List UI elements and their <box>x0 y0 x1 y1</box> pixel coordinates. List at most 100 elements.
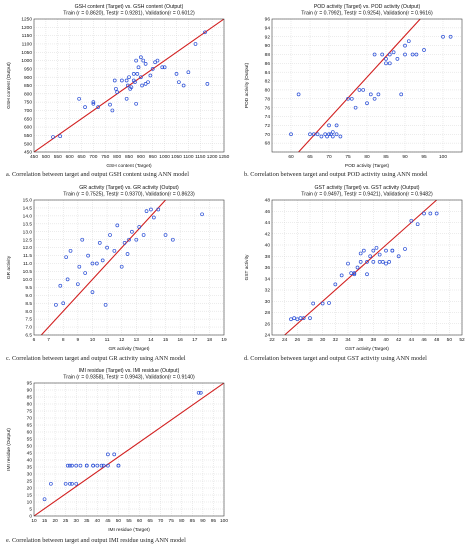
data-point <box>115 90 119 95</box>
data-point <box>387 260 392 264</box>
x-tick-label: 15 <box>42 518 48 524</box>
data-point <box>295 317 300 322</box>
y-tick-label: 13.5 <box>23 221 33 227</box>
data-point <box>112 452 117 457</box>
data-point <box>371 260 376 264</box>
caption-c: c. Correlation between target and output… <box>6 355 186 362</box>
chart-e: 10 15 20 25 30 35 40 45 50 55 60 65 70 75 80 85 90 95 1000… <box>6 368 228 533</box>
data-point <box>368 92 373 97</box>
x-tick-label: 14 <box>148 337 154 343</box>
y-tick-label: 15.0 <box>23 198 33 204</box>
data-point <box>365 101 369 106</box>
x-tick-label: 1250 <box>219 154 230 160</box>
data-point <box>177 80 181 85</box>
data-point <box>365 272 369 277</box>
scatter-points <box>54 207 204 307</box>
data-point <box>110 108 115 113</box>
data-point <box>414 52 419 57</box>
data-point <box>372 96 377 101</box>
data-point <box>42 497 47 502</box>
data-point <box>311 301 316 306</box>
y-tick-label: 1250 <box>21 17 32 23</box>
data-point <box>374 245 379 250</box>
data-point <box>387 61 392 66</box>
data-point <box>162 65 167 70</box>
x-tick-label: 22 <box>269 337 275 343</box>
y-tick-label: 35 <box>27 465 33 471</box>
y-tick-label: 46 <box>265 209 271 215</box>
chart-panel-d: 22 24 26 28 30 32 34 36 38 40 42 44 46 48 50 52 24 26 28 30… <box>242 183 468 353</box>
y-tick-label: 26 <box>265 321 271 327</box>
data-point <box>103 302 108 307</box>
data-point <box>91 101 96 106</box>
x-tick-label: 1100 <box>183 154 194 160</box>
x-tick-label: 46 <box>421 337 427 343</box>
y-tick-label: 45 <box>27 451 33 457</box>
data-point <box>58 283 63 288</box>
x-tick-label: 100 <box>220 518 228 524</box>
data-point <box>422 211 426 216</box>
x-tick-label: 52 <box>459 337 465 343</box>
data-point <box>325 134 329 139</box>
x-tick-label: 50 <box>116 518 122 524</box>
y-tick-label: 88 <box>265 52 271 58</box>
y-tick-label: 84 <box>265 70 271 76</box>
y-tick-label: 550 <box>24 133 32 139</box>
y-tick-label: 70 <box>265 132 271 138</box>
data-point <box>141 233 146 237</box>
x-tick-label: 85 <box>190 518 196 524</box>
data-point <box>114 86 118 91</box>
y-tick-label: 55 <box>27 437 33 443</box>
x-tick-label: 11 <box>105 337 110 343</box>
x-tick-label: 40 <box>383 337 389 343</box>
fit-line <box>40 200 166 335</box>
data-point <box>94 261 99 266</box>
x-tick-label: 850 <box>125 154 133 160</box>
data-point <box>90 290 95 294</box>
y-tick-label: 30 <box>265 299 271 305</box>
data-point <box>349 96 354 101</box>
y-tick-label: 500 <box>24 141 32 147</box>
data-point <box>136 65 141 70</box>
data-point <box>143 81 148 86</box>
data-point <box>91 463 95 468</box>
x-tick-label: 50 <box>447 337 453 343</box>
data-point <box>338 134 343 139</box>
x-tick-label: 8 <box>62 337 65 343</box>
data-point <box>106 452 110 457</box>
data-point <box>352 271 357 275</box>
y-tick-label: 8.0 <box>25 309 32 315</box>
fit-line <box>34 383 224 516</box>
chart-panel-a: 450 500 550 600 650 700 750 800 850 900 950 1000 105… <box>4 2 230 170</box>
data-point <box>448 34 453 39</box>
x-tick-label: 20 <box>52 518 58 524</box>
y-tick-label: 9.5 <box>25 285 32 291</box>
y-tick-label: 50 <box>27 444 33 450</box>
data-point <box>150 67 155 71</box>
x-tick-label: 70 <box>158 518 164 524</box>
y-tick-label: 25 <box>27 479 33 485</box>
data-point <box>355 265 360 270</box>
chart-c: 6 7 8 9 10 11 12 13 14 15 16 17 18 19 6.5 7.0 7.5 8.0 8.5 9… <box>6 185 227 352</box>
chart-panel-b: 60 65 70 75 80 85 90 95 100 68 70 72 74 76 78 80 82 84 86 8… <box>242 2 468 170</box>
x-tick-label: 500 <box>42 154 50 160</box>
x-tick-label: 1000 <box>159 154 170 160</box>
data-point <box>368 254 373 259</box>
y-tick-label: 10 <box>27 500 33 506</box>
plot-frame <box>271 18 463 153</box>
chart-title: IMI residue (Target) vs. IMI residue (Ou… <box>79 368 180 374</box>
y-tick-label: 8.5 <box>25 301 32 307</box>
chart-title: GST activity (Target) vs. GST activity (… <box>314 185 419 191</box>
gridlines <box>272 18 462 153</box>
x-tick-label: 30 <box>320 337 326 343</box>
data-point <box>129 85 134 90</box>
x-axis-label: IMI residue (Target) <box>108 527 150 533</box>
x-tick-label: 550 <box>54 154 62 160</box>
data-point <box>139 75 143 80</box>
x-tick-label: 450 <box>30 154 38 160</box>
y-tick-label: 92 <box>265 34 271 40</box>
data-point <box>163 233 168 237</box>
y-tick-label: 0 <box>29 514 32 520</box>
data-point <box>112 78 117 83</box>
x-tick-label: 19 <box>221 337 227 343</box>
